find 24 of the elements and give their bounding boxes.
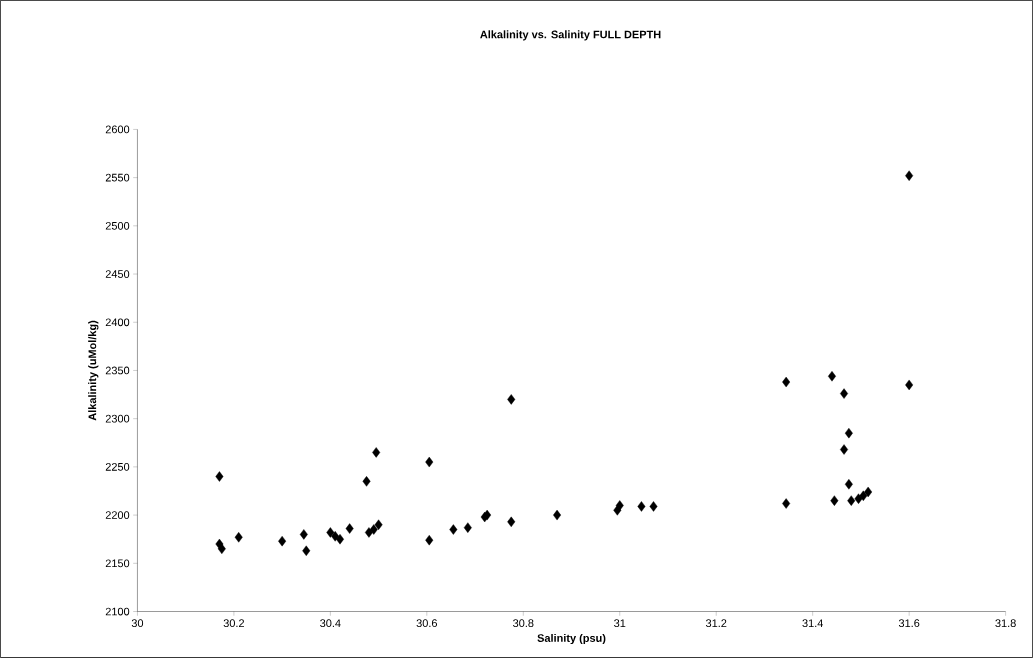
y-tick-label: 2450	[105, 270, 130, 278]
x-tick-label: 30.4	[320, 619, 341, 628]
x-tick-label: 31.2	[705, 619, 727, 628]
x-tick-label: 31	[614, 619, 626, 628]
y-tick-label: 2150	[105, 559, 130, 568]
y-tick-label: 2250	[105, 463, 130, 471]
x-tick-label: 30	[131, 619, 144, 628]
x-tick-label: 30.2	[223, 619, 245, 628]
y-tick-label: 2200	[105, 511, 130, 520]
y-tick-label: 2400	[105, 318, 130, 327]
x-tick-label: 31.6	[898, 619, 920, 628]
y-tick-label: 2600	[105, 125, 130, 134]
x-tick-label: 31.8	[995, 619, 1016, 628]
x-tick-label: 30.8	[513, 619, 534, 628]
x-tick-label: 31.4	[802, 619, 824, 628]
y-tick-label: 2350	[105, 366, 130, 375]
y-axis-title: Alkalinity (uMol/kg)	[88, 320, 99, 421]
y-tick-label: 2550	[105, 173, 130, 182]
y-tick-label: 2300	[105, 414, 130, 423]
y-tick-label: 2100	[105, 607, 130, 616]
x-axis-title: Salinity (psu)	[537, 633, 606, 645]
y-tick-label: 2500	[105, 222, 130, 230]
x-tick-label: 30.6	[416, 619, 437, 628]
chart-title: Alkalinity vs. Salinity FULL DEPTH	[480, 30, 661, 41]
